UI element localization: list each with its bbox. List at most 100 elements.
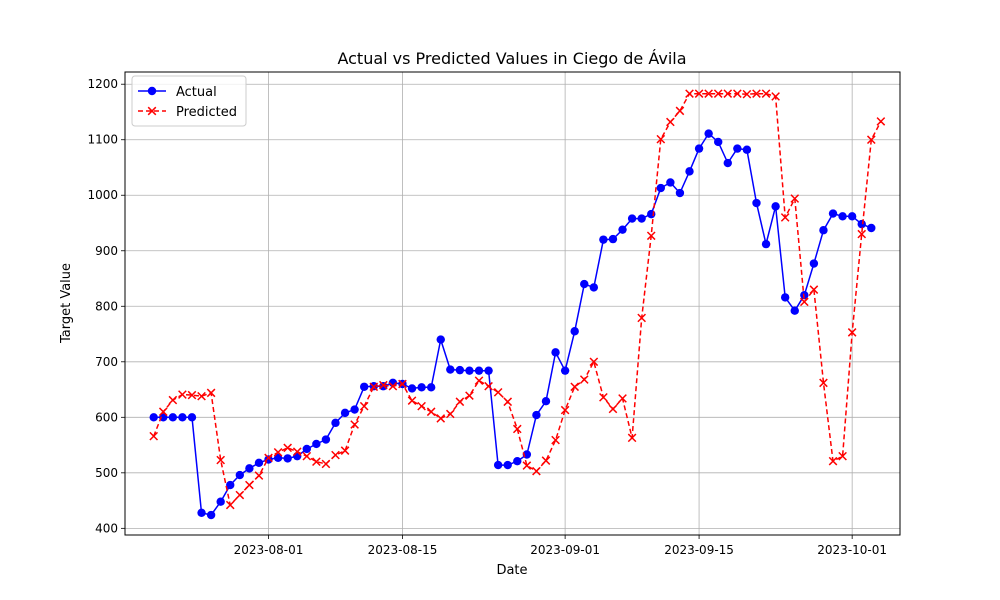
- data-point-actual: [685, 167, 694, 176]
- data-point-actual: [359, 382, 369, 391]
- x-tick-label: 2023-09-01: [530, 543, 600, 557]
- y-axis-title: Target Value: [59, 263, 74, 344]
- data-point-predicted: [388, 381, 398, 391]
- data-point-actual: [407, 384, 417, 393]
- data-point-predicted: [350, 420, 359, 429]
- data-point-predicted: [465, 391, 474, 400]
- y-tick-label: 700: [95, 355, 118, 369]
- data-point-actual: [283, 454, 292, 463]
- data-point-predicted: [407, 396, 417, 405]
- data-point-predicted: [790, 194, 800, 203]
- data-point-predicted: [704, 89, 713, 98]
- data-point-actual: [446, 365, 455, 374]
- data-point-predicted: [589, 357, 599, 367]
- data-point-actual: [790, 306, 799, 315]
- data-point-predicted: [426, 407, 436, 417]
- data-point-actual: [206, 510, 216, 520]
- data-point-predicted: [541, 456, 551, 465]
- data-point-predicted: [340, 446, 350, 455]
- data-point-predicted: [742, 89, 752, 99]
- data-point-predicted: [474, 376, 484, 385]
- data-point-predicted: [560, 405, 570, 415]
- data-point-actual: [513, 456, 522, 466]
- data-point-actual: [541, 397, 551, 406]
- data-point-actual: [465, 366, 474, 375]
- data-point-actual: [857, 219, 866, 229]
- data-point-actual: [761, 239, 771, 249]
- chart-title: Actual vs Predicted Values in Ciego de Á…: [337, 49, 686, 68]
- data-point-predicted: [819, 378, 828, 388]
- data-point-predicted: [455, 397, 465, 407]
- data-point-actual: [532, 410, 541, 420]
- data-point-actual: [426, 383, 436, 392]
- data-point-actual: [474, 366, 484, 375]
- data-point-actual: [340, 408, 350, 418]
- data-point-actual: [455, 365, 465, 375]
- data-point-actual: [493, 460, 503, 470]
- data-point-predicted: [235, 490, 245, 500]
- y-tick-label: 500: [95, 466, 118, 480]
- data-point-actual: [714, 137, 723, 147]
- data-point-predicted: [799, 297, 809, 307]
- data-point-actual: [436, 335, 445, 344]
- data-point-actual: [742, 145, 752, 154]
- legend-actual-label: Actual: [176, 85, 217, 100]
- data-point-predicted: [866, 135, 876, 145]
- data-point-actual: [637, 214, 646, 223]
- data-point-actual: [149, 413, 158, 422]
- data-point-actual: [828, 209, 838, 218]
- y-tick-label: 1100: [87, 133, 118, 147]
- data-point-actual: [216, 497, 225, 506]
- x-tick-label: 2023-08-01: [234, 543, 304, 557]
- data-point-actual: [694, 144, 704, 153]
- series-line-actual: [153, 132, 872, 516]
- data-point-predicted: [780, 213, 790, 222]
- series-line-predicted: [153, 92, 882, 506]
- data-point-predicted: [158, 407, 168, 417]
- series-layer: [149, 89, 886, 520]
- data-point-predicted: [206, 388, 216, 398]
- data-point-predicted: [168, 395, 178, 405]
- data-point-predicted: [599, 392, 608, 402]
- data-point-actual: [618, 225, 627, 234]
- data-point-actual: [273, 453, 283, 463]
- data-point-predicted: [417, 401, 426, 411]
- data-point-actual: [379, 382, 388, 391]
- x-tick-label: 2023-09-15: [664, 543, 734, 557]
- data-point-predicted: [608, 404, 618, 414]
- y-tick-label: 400: [95, 521, 118, 535]
- data-point-predicted: [627, 433, 637, 443]
- data-point-predicted: [264, 453, 273, 463]
- data-point-predicted: [273, 447, 283, 457]
- data-point-predicted: [532, 466, 541, 476]
- data-point-predicted: [723, 89, 733, 98]
- legend-box: [131, 75, 247, 127]
- data-point-predicted: [551, 435, 560, 445]
- data-point-actual: [656, 183, 666, 193]
- data-point-actual: [350, 405, 359, 414]
- data-point-actual: [627, 214, 637, 223]
- data-point-predicted: [312, 457, 321, 467]
- data-point-actual: [867, 223, 876, 233]
- data-point-predicted: [149, 431, 159, 441]
- data-point-predicted: [245, 480, 254, 490]
- data-point-predicted: [484, 381, 493, 391]
- data-point-actual: [254, 458, 264, 468]
- data-point-predicted: [713, 89, 723, 98]
- data-point-predicted: [331, 450, 340, 460]
- data-point-actual: [771, 202, 780, 211]
- data-point-actual: [780, 293, 790, 302]
- data-point-actual: [580, 279, 589, 289]
- data-point-predicted: [359, 401, 369, 411]
- plot-frame: [124, 71, 901, 536]
- data-point-predicted: [847, 328, 857, 337]
- data-point-predicted: [522, 461, 532, 470]
- data-point-predicted: [512, 424, 522, 434]
- data-point-predicted: [369, 382, 379, 392]
- axis-ticks: 400 500 600 700 800 900 1000 1100 1200 2023-08-01…: [87, 77, 887, 557]
- data-point-predicted: [694, 89, 704, 98]
- data-point-predicted: [618, 394, 627, 403]
- data-point-predicted: [637, 313, 646, 323]
- data-point-actual: [187, 413, 197, 422]
- data-point-predicted: [503, 397, 513, 407]
